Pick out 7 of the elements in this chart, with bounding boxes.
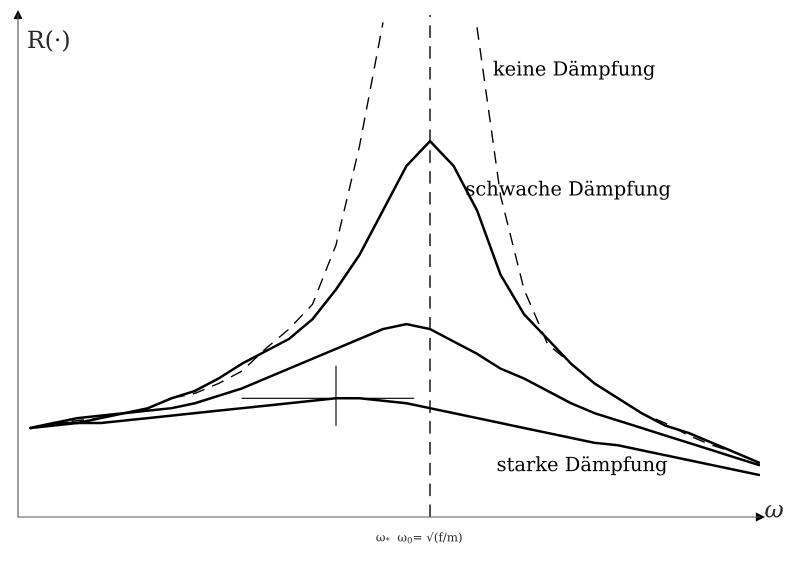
series-label: schwache Dämpfung xyxy=(466,180,670,200)
x-tick-label: ω$_{0}$= √(f/m) xyxy=(398,532,462,544)
x-axis-title: ω xyxy=(765,505,783,518)
x-tick-label: ω$_{*}$ xyxy=(376,535,390,542)
y-axis-title: R(·) xyxy=(28,30,69,52)
series-label: starke Dämpfung xyxy=(498,456,667,476)
series-label: keine Dämpfung xyxy=(493,60,655,80)
